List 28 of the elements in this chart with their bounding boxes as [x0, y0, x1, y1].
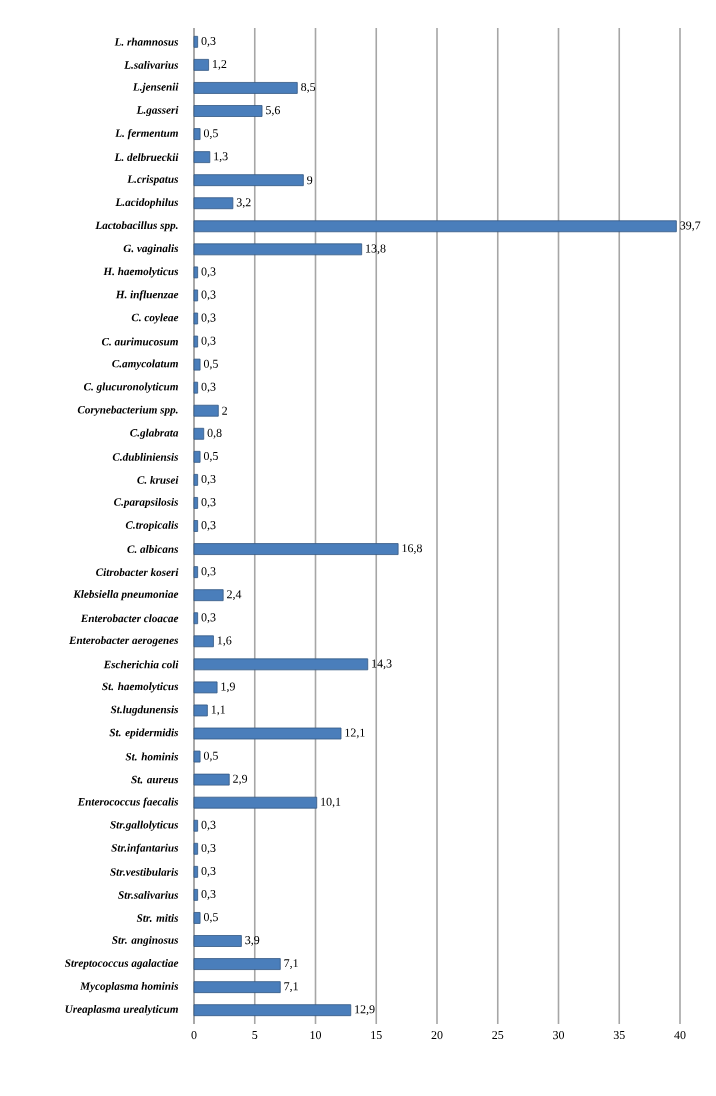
bar	[193, 243, 363, 256]
bar	[193, 658, 369, 671]
bar	[193, 105, 263, 117]
bar	[193, 220, 677, 233]
bar	[193, 727, 342, 740]
bar	[193, 543, 399, 555]
bar	[193, 981, 281, 994]
bar	[193, 750, 201, 763]
bar	[193, 589, 224, 602]
bar	[193, 796, 318, 809]
bar	[193, 450, 201, 463]
bar	[193, 704, 208, 717]
bar	[193, 912, 201, 924]
bar	[193, 404, 219, 417]
bar	[193, 58, 209, 71]
bar	[193, 197, 234, 210]
bar	[193, 174, 304, 187]
bar	[193, 958, 281, 970]
bar	[193, 935, 242, 947]
bar	[193, 681, 218, 694]
bar	[193, 427, 205, 440]
bar	[193, 128, 201, 140]
bar	[193, 773, 230, 786]
bar	[193, 151, 211, 164]
bar	[193, 82, 298, 94]
bar	[193, 358, 201, 371]
bar	[193, 1004, 352, 1017]
bar	[193, 635, 214, 648]
